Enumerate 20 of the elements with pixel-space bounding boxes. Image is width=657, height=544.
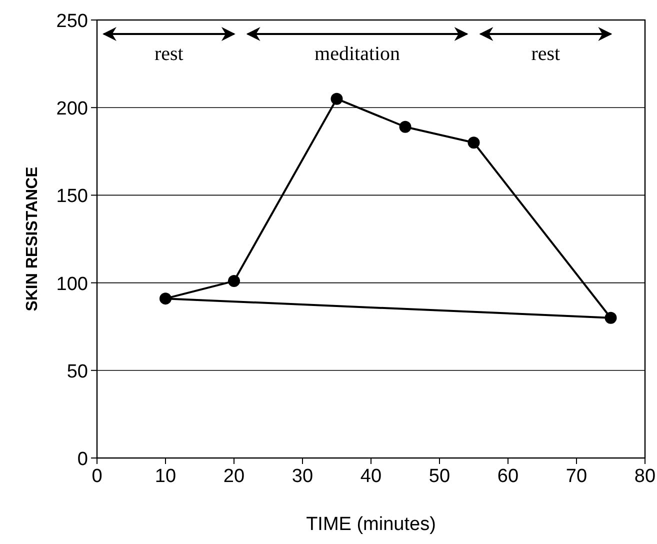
y-tick-label: 100 [56,274,88,295]
x-tick-label: 30 [292,466,314,487]
annotation: meditation [314,43,400,65]
y-tick-label: 50 [66,361,88,382]
annotation: rest [531,43,561,65]
y-tick-label: 250 [56,11,88,32]
y-axis-title: SKIN RESISTANCE [24,166,41,312]
x-tick-label: 60 [497,466,519,487]
x-axis-title: TIME (minutes) [306,514,436,535]
y-tick-label: 200 [56,98,88,120]
x-tick-label: 40 [360,466,382,487]
x-tick-label: 50 [428,466,450,487]
y-tick-label: 150 [56,186,88,208]
x-tick-label: 0 [92,466,102,487]
y-tick-label: 0 [77,449,88,470]
x-tick-label: 10 [154,466,176,487]
annotation: rest [154,43,184,65]
x-tick-label: 20 [223,466,245,487]
x-tick-label: 70 [566,466,588,487]
x-tick-label: 80 [634,466,656,487]
